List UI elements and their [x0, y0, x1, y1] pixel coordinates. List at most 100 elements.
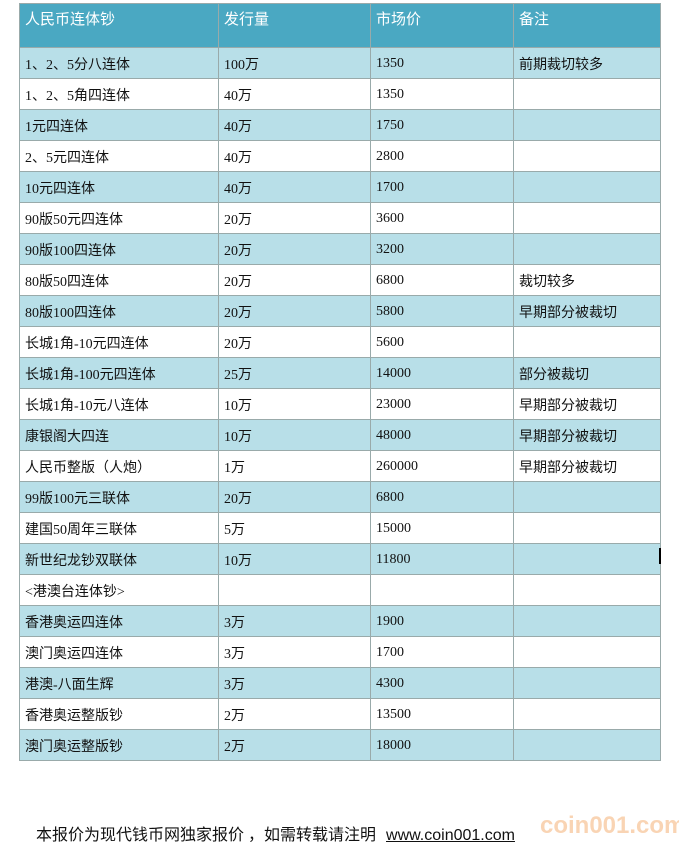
- table-cell: 长城1角-10元八连体: [19, 388, 219, 420]
- price-table: 人民币连体钞 发行量 市场价 备注 1、2、5分八连体 100万 1350 前期裁切较多 1、2…: [19, 3, 661, 761]
- table-cell: 10万: [218, 543, 371, 575]
- table-cell: 建国50周年三联体: [19, 512, 219, 544]
- table-cell: 23000: [370, 388, 514, 420]
- table-cell: 部分被裁切: [513, 357, 661, 389]
- table-row: 10元四连体 40万 1700: [19, 171, 661, 203]
- table-cell: 长城1角-100元四连体: [19, 357, 219, 389]
- table-row: 1、2、5分八连体 100万 1350 前期裁切较多: [19, 47, 661, 79]
- table-cell: 20万: [218, 326, 371, 358]
- table-row: 99版100元三联体 20万 6800: [19, 481, 661, 513]
- table-cell: 15000: [370, 512, 514, 544]
- table-cell: 5600: [370, 326, 514, 358]
- table-row: 90版50元四连体 20万 3600: [19, 202, 661, 234]
- table-cell: 40万: [218, 109, 371, 141]
- table-row: 建国50周年三联体 5万 15000: [19, 512, 661, 544]
- table-cell: 1750: [370, 109, 514, 141]
- table-cell: 新世纪龙钞双联体: [19, 543, 219, 575]
- table-cell: 99版100元三联体: [19, 481, 219, 513]
- table-cell: 20万: [218, 233, 371, 265]
- table-cell: 6800: [370, 264, 514, 296]
- table-cell: 3万: [218, 605, 371, 637]
- table-cell: 40万: [218, 171, 371, 203]
- table-cell: 1元四连体: [19, 109, 219, 141]
- table-cell: 2万: [218, 698, 371, 730]
- table-row: <港澳台连体钞>: [19, 574, 661, 606]
- watermark: coin001.com: [540, 812, 679, 839]
- table-cell: 80版50四连体: [19, 264, 219, 296]
- table-row: 80版100四连体 20万 5800 早期部分被裁切: [19, 295, 661, 327]
- table-cell: 香港奥运四连体: [19, 605, 219, 637]
- table-cell: 港澳-八面生辉: [19, 667, 219, 699]
- table-cell: 长城1角-10元四连体: [19, 326, 219, 358]
- table-cell: [513, 574, 661, 606]
- header-row: 人民币连体钞 发行量 市场价 备注: [19, 3, 661, 48]
- table-cell: 1350: [370, 78, 514, 110]
- table-cell: 90版100四连体: [19, 233, 219, 265]
- table-cell: 早期部分被裁切: [513, 419, 661, 451]
- table-cell: 1700: [370, 636, 514, 668]
- table-cell: 人民币整版（人炮）: [19, 450, 219, 482]
- table-cell: 90版50元四连体: [19, 202, 219, 234]
- table-cell: <港澳台连体钞>: [19, 574, 219, 606]
- table-row: 澳门奥运四连体 3万 1700: [19, 636, 661, 668]
- table-cell: 40万: [218, 140, 371, 172]
- table-cell: 康银阁大四连: [19, 419, 219, 451]
- table-cell: 18000: [370, 729, 514, 761]
- table-row: 人民币整版（人炮） 1万 260000 早期部分被裁切: [19, 450, 661, 482]
- table-cell: 6800: [370, 481, 514, 513]
- table-cell: 48000: [370, 419, 514, 451]
- table-cell: [513, 698, 661, 730]
- table-cell: 早期部分被裁切: [513, 450, 661, 482]
- table-cell: 1350: [370, 47, 514, 79]
- table-cell: [513, 109, 661, 141]
- table-cell: 4300: [370, 667, 514, 699]
- table-cell: 10元四连体: [19, 171, 219, 203]
- table-cell: 20万: [218, 202, 371, 234]
- table-row: 1、2、5角四连体 40万 1350: [19, 78, 661, 110]
- table-cell: [513, 233, 661, 265]
- table-cell: [513, 667, 661, 699]
- table-cell: [513, 512, 661, 544]
- header-cell: 备注: [513, 3, 661, 48]
- table-cell: 1、2、5分八连体: [19, 47, 219, 79]
- table-cell: 14000: [370, 357, 514, 389]
- table-row: 长城1角-10元四连体 20万 5600: [19, 326, 661, 358]
- table-cell: 1900: [370, 605, 514, 637]
- footer-note: 本报价为现代钱币网独家报价 ，如需转载请注明: [36, 827, 377, 844]
- table-cell: 260000: [370, 450, 514, 482]
- table-cell: 3万: [218, 667, 371, 699]
- footer-link[interactable]: www.coin001.com: [386, 827, 515, 844]
- table-cell: 2万: [218, 729, 371, 761]
- table-cell: 3600: [370, 202, 514, 234]
- table-cell: [513, 202, 661, 234]
- table-cell: 早期部分被裁切: [513, 295, 661, 327]
- table-row: 80版50四连体 20万 6800 裁切较多: [19, 264, 661, 296]
- table-cell: 100万: [218, 47, 371, 79]
- table-cell: 前期裁切较多: [513, 47, 661, 79]
- table-cell: 3200: [370, 233, 514, 265]
- table-cell: 80版100四连体: [19, 295, 219, 327]
- table-cell: 澳门奥运整版钞: [19, 729, 219, 761]
- table-cell: 2、5元四连体: [19, 140, 219, 172]
- table-cell: 20万: [218, 295, 371, 327]
- table-cell: 香港奥运整版钞: [19, 698, 219, 730]
- table-row: 香港奥运四连体 3万 1900: [19, 605, 661, 637]
- table-cell: 1、2、5角四连体: [19, 78, 219, 110]
- table-cell: 3万: [218, 636, 371, 668]
- table-row: 澳门奥运整版钞 2万 18000: [19, 729, 661, 761]
- table-cell: 1700: [370, 171, 514, 203]
- table-cell: 5万: [218, 512, 371, 544]
- table-cell: [513, 636, 661, 668]
- table-cell: 5800: [370, 295, 514, 327]
- table-row: 长城1角-10元八连体 10万 23000 早期部分被裁切: [19, 388, 661, 420]
- table-cell: [513, 481, 661, 513]
- table-row: 90版100四连体 20万 3200: [19, 233, 661, 265]
- table-cell: 2800: [370, 140, 514, 172]
- header-cell: 人民币连体钞: [19, 3, 219, 48]
- table-row: 长城1角-100元四连体 25万 14000 部分被裁切: [19, 357, 661, 389]
- table-cell: [513, 326, 661, 358]
- table-row: 港澳-八面生辉 3万 4300: [19, 667, 661, 699]
- table-cell: 10万: [218, 419, 371, 451]
- table-row: 香港奥运整版钞 2万 13500: [19, 698, 661, 730]
